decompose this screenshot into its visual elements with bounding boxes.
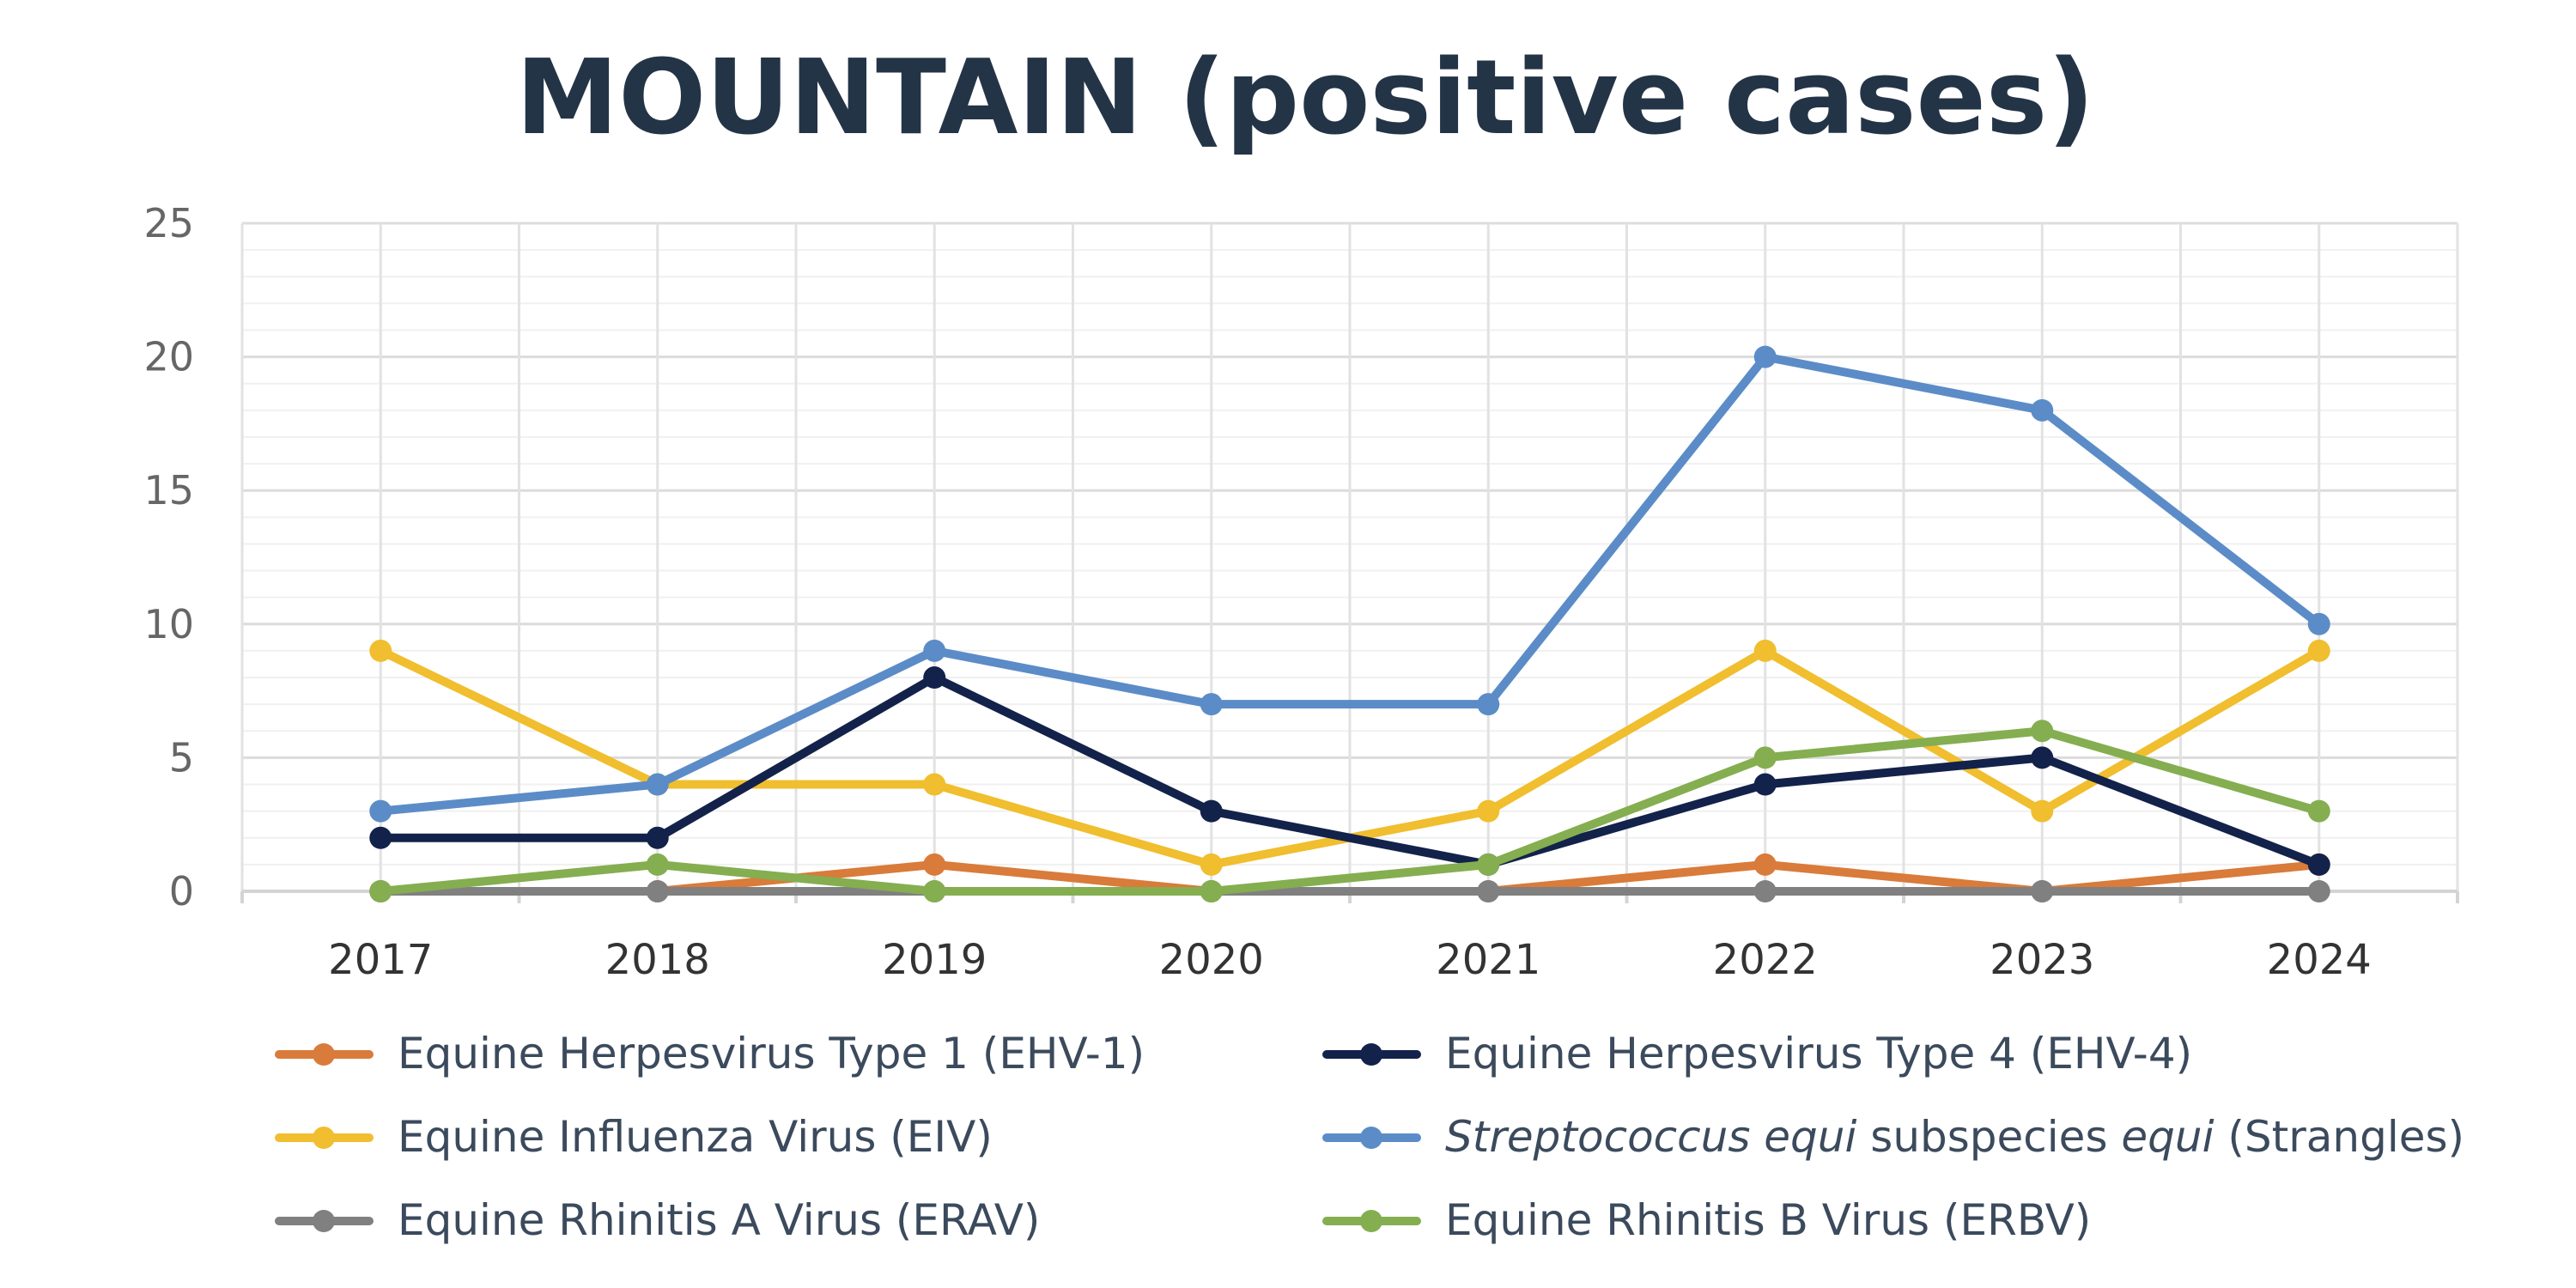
data-point (1753, 880, 1777, 902)
x-tick-label: 2024 (2267, 936, 2372, 984)
legend-item: Equine Rhinitis A Virus (ERAV) (275, 1195, 1040, 1245)
data-point (369, 639, 392, 662)
series (369, 345, 2330, 823)
data-point (1200, 853, 1223, 876)
x-tick-label: 2020 (1159, 936, 1264, 984)
legend-label-part: equi (2121, 1112, 2214, 1162)
legend-label: Streptococcus equi subspecies equi (Stra… (1445, 1112, 2464, 1162)
data-point (923, 773, 946, 796)
data-point (1477, 693, 1500, 716)
data-point (2307, 639, 2330, 662)
data-point (369, 799, 392, 823)
legend-swatch-marker (313, 1210, 335, 1232)
legend-label: Equine Herpesvirus Type 4 (EHV-4) (1445, 1029, 2192, 1078)
y-tick-label: 15 (143, 467, 194, 513)
data-point (1477, 799, 1500, 823)
legend-swatch-marker (313, 1043, 335, 1066)
data-point (646, 826, 669, 849)
legend-label-part: (Strangles) (2214, 1112, 2464, 1162)
data-point (646, 880, 669, 902)
data-point (369, 826, 392, 849)
data-point (1477, 853, 1500, 876)
x-tick-label: 2019 (882, 936, 987, 984)
legend-label-part: subspecies (1856, 1112, 2121, 1162)
data-point (2031, 880, 2054, 902)
x-tick-label: 2023 (1990, 936, 2094, 984)
data-point (1753, 639, 1777, 662)
legend-label-part: Streptococcus equi (1445, 1112, 1856, 1162)
series (369, 666, 2330, 876)
data-point (1753, 345, 1777, 368)
data-point (2031, 746, 2054, 769)
series (369, 720, 2330, 902)
y-tick-label: 10 (143, 601, 194, 647)
data-point (1200, 880, 1223, 902)
data-point (2031, 799, 2054, 823)
y-tick-label: 25 (143, 200, 194, 246)
legend-item: Streptococcus equi subspecies equi (Stra… (1322, 1112, 2464, 1162)
legend-label: Equine Rhinitis B Virus (ERBV) (1445, 1195, 2091, 1245)
data-point (923, 639, 946, 662)
legend-item: Equine Herpesvirus Type 1 (EHV-1) (275, 1029, 1145, 1078)
data-point (1477, 880, 1500, 902)
legend-swatch-marker (1360, 1210, 1382, 1232)
series-line (376, 673, 2324, 869)
legend-label: Equine Influenza Virus (EIV) (398, 1112, 993, 1162)
y-tick-label: 0 (169, 868, 194, 914)
data-point (1753, 746, 1777, 769)
series-group (369, 345, 2330, 902)
series-line (376, 726, 2324, 896)
data-point (923, 880, 946, 902)
data-point (1753, 773, 1777, 796)
legend: Equine Herpesvirus Type 1 (EHV-1) Equine … (275, 1029, 2464, 1245)
axes: 0 5 10 15 20 25 2017 2018 2019 2020 2021 2022 2023 20… (143, 200, 2459, 984)
data-point (2307, 799, 2330, 823)
x-tick-label: 2017 (328, 936, 433, 984)
legend-swatch-marker (1360, 1043, 1382, 1066)
data-point (2307, 612, 2330, 635)
legend-swatch-marker (1360, 1127, 1382, 1149)
x-tick-label: 2021 (1436, 936, 1540, 984)
legend-item: Equine Influenza Virus (EIV) (275, 1112, 993, 1162)
series-line (376, 352, 2324, 816)
legend-item: Equine Herpesvirus Type 4 (EHV-4) (1322, 1029, 2192, 1078)
y-tick-label: 5 (169, 734, 194, 781)
data-point (1200, 799, 1223, 823)
data-point (2307, 853, 2330, 876)
x-tick-label: 2022 (1713, 936, 1818, 984)
data-point (1753, 853, 1777, 876)
data-point (369, 880, 392, 902)
data-point (2307, 880, 2330, 902)
legend-label: Equine Rhinitis A Virus (ERAV) (398, 1195, 1040, 1245)
data-point (923, 853, 946, 876)
data-point (2031, 398, 2054, 422)
x-tick-label: 2018 (605, 936, 710, 984)
data-point (923, 666, 946, 690)
data-point (646, 773, 669, 796)
legend-swatch-marker (313, 1127, 335, 1149)
chart-title: MOUNTAIN (positive cases) (516, 39, 2094, 158)
data-point (646, 853, 669, 876)
data-point (1200, 693, 1223, 716)
legend-label: Equine Herpesvirus Type 1 (EHV-1) (398, 1029, 1145, 1078)
legend-item: Equine Rhinitis B Virus (ERBV) (1322, 1195, 2091, 1245)
y-tick-label: 20 (143, 334, 194, 380)
data-point (2031, 720, 2054, 743)
